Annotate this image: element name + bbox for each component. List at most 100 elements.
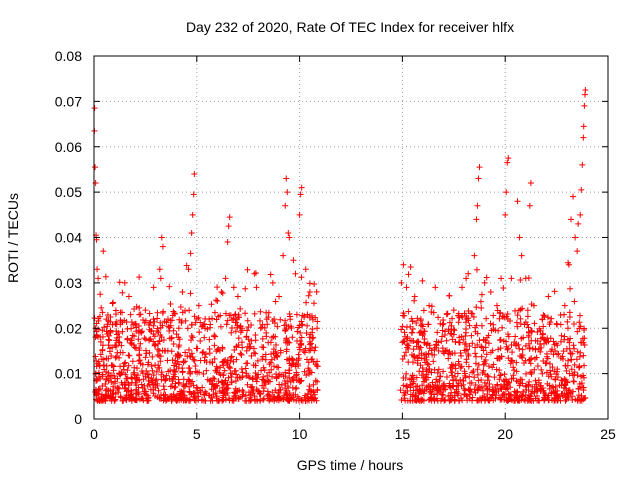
data-point — [269, 279, 276, 286]
data-point-cloud — [479, 387, 486, 394]
data-point-cloud — [419, 277, 426, 284]
data-point-cloud — [544, 314, 551, 321]
data-point-cloud — [469, 369, 476, 376]
data-point-cloud — [257, 308, 264, 315]
data-point-cloud — [478, 353, 485, 360]
data-point-cloud — [441, 332, 448, 339]
data-point-cloud — [314, 318, 321, 325]
data-point-cloud — [289, 361, 296, 368]
data-point-cloud — [207, 321, 214, 328]
data-point-cloud — [465, 308, 472, 315]
data-point-cloud — [237, 350, 244, 357]
data-point-cloud — [260, 373, 267, 380]
data-point-cloud — [243, 347, 250, 354]
data-point-cloud — [137, 328, 144, 335]
data-point-cloud — [426, 383, 433, 390]
data-point-cloud — [215, 378, 222, 385]
data-point-cloud — [452, 338, 459, 345]
data-point-cloud — [248, 384, 255, 391]
data-point-cloud — [526, 378, 533, 385]
data-point-cloud — [508, 357, 515, 364]
data-point — [95, 275, 102, 282]
data-point-cloud — [155, 340, 162, 347]
data-point-cloud — [204, 325, 211, 332]
data-point-cloud — [489, 364, 496, 371]
data-point-cloud — [298, 322, 305, 329]
data-point-cloud — [481, 360, 488, 367]
data-point-cloud — [506, 396, 513, 403]
data-point-cloud — [577, 373, 584, 380]
x-tick-label: 15 — [395, 426, 411, 442]
data-point-cloud — [473, 322, 480, 329]
data-point-cloud — [211, 355, 218, 362]
data-point-cloud — [186, 396, 193, 403]
data-point-cloud — [402, 333, 409, 340]
data-point-cloud — [470, 368, 477, 375]
data-point-cloud — [489, 392, 496, 399]
data-point-cloud — [559, 390, 566, 397]
data-point-cloud — [179, 309, 186, 316]
data-point-cloud — [411, 297, 418, 304]
data-point-cloud — [121, 381, 128, 388]
data-point-cloud — [564, 325, 571, 332]
data-point-cloud — [417, 344, 424, 351]
data-point-cloud — [134, 372, 141, 379]
data-point-cloud — [248, 352, 255, 359]
data-point-cloud — [217, 364, 224, 371]
data-point-cloud — [116, 370, 123, 377]
data-point-cloud — [193, 345, 200, 352]
data-point-cloud — [437, 320, 444, 327]
data-point-cloud — [264, 372, 271, 379]
data-point-cloud — [221, 380, 228, 387]
data-point-cloud — [129, 358, 136, 365]
data-point-cloud — [431, 351, 438, 358]
data-point-cloud — [484, 377, 491, 384]
data-point-cloud — [517, 276, 524, 283]
data-point-cloud — [127, 392, 134, 399]
data-point-cloud — [551, 397, 558, 404]
data-point-cloud — [257, 391, 264, 398]
data-point-cloud — [295, 324, 302, 331]
data-point — [297, 191, 304, 198]
data-point-cloud — [146, 310, 153, 317]
data-point-cloud — [187, 380, 194, 387]
data-point-cloud — [217, 323, 224, 330]
data-point-cloud — [440, 382, 447, 389]
data-point-cloud — [426, 365, 433, 372]
data-point-cloud — [242, 392, 249, 399]
y-axis-label: ROTI / TECUs — [5, 193, 21, 283]
data-point-cloud — [571, 345, 578, 352]
data-point-cloud — [478, 384, 485, 391]
data-point-cloud — [461, 385, 468, 392]
data-point — [581, 102, 588, 109]
data-point-cloud — [125, 362, 132, 369]
data-point-cloud — [209, 381, 216, 388]
data-point-cloud — [274, 323, 281, 330]
data-point-cloud — [413, 374, 420, 381]
data-point-cloud — [108, 379, 115, 386]
data-point-cloud — [428, 303, 435, 310]
data-point-cloud — [177, 352, 184, 359]
data-point-cloud — [519, 346, 526, 353]
data-point-cloud — [253, 373, 260, 380]
data-point-cloud — [483, 315, 490, 322]
data-point-cloud — [474, 397, 481, 404]
data-point-cloud — [257, 325, 264, 332]
data-point-cloud — [446, 383, 453, 390]
data-point-cloud — [309, 329, 316, 336]
data-point-cloud — [540, 340, 547, 347]
data-point-cloud — [170, 308, 177, 315]
data-point-cloud — [201, 321, 208, 328]
data-point-cloud — [168, 335, 175, 342]
data-point-cloud — [160, 308, 167, 315]
data-point-cloud — [148, 327, 155, 334]
data-point-cloud — [554, 351, 561, 358]
data-point-cloud — [269, 318, 276, 325]
data-point-cloud — [177, 304, 184, 311]
data-point-cloud — [201, 334, 208, 341]
data-point-cloud — [559, 356, 566, 363]
data-point-cloud — [145, 371, 152, 378]
data-point-cloud — [161, 386, 168, 393]
data-point-cloud — [496, 310, 503, 317]
data-point-cloud — [213, 393, 220, 400]
